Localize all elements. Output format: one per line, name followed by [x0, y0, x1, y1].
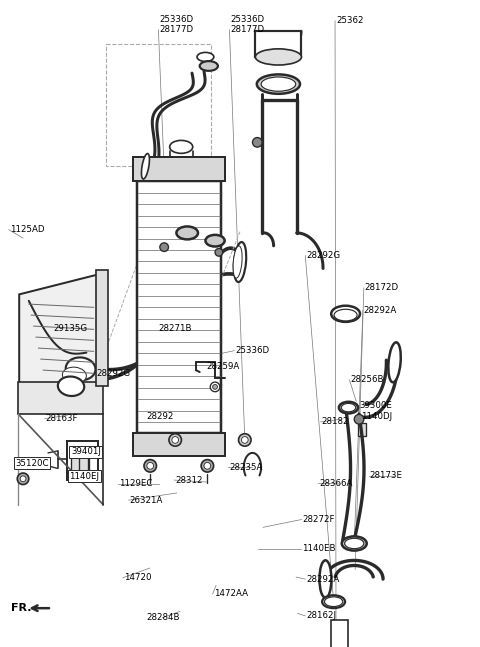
Bar	[255, 31, 301, 57]
Text: 1140EJ: 1140EJ	[69, 472, 99, 481]
Text: 1140EJ: 1140EJ	[69, 472, 99, 481]
Text: 35120C: 35120C	[15, 459, 49, 468]
Ellipse shape	[345, 538, 364, 549]
Circle shape	[213, 384, 217, 389]
Text: 1140EB: 1140EB	[302, 544, 336, 553]
Text: 28312: 28312	[175, 476, 203, 485]
Text: 25336D: 25336D	[235, 346, 269, 355]
Ellipse shape	[233, 246, 242, 278]
Bar	[137, 181, 221, 433]
Ellipse shape	[334, 309, 357, 321]
Ellipse shape	[197, 52, 214, 61]
Bar	[133, 433, 225, 456]
Ellipse shape	[342, 536, 367, 551]
Text: 26321A: 26321A	[130, 496, 163, 505]
Circle shape	[241, 437, 248, 443]
Polygon shape	[19, 275, 103, 401]
Ellipse shape	[205, 235, 225, 247]
Ellipse shape	[320, 560, 331, 598]
Text: FR.: FR.	[11, 603, 31, 613]
Circle shape	[239, 433, 251, 446]
Text: 14720: 14720	[124, 573, 151, 582]
Text: 25336D: 25336D	[159, 15, 193, 24]
Text: 28172D: 28172D	[365, 283, 399, 292]
Text: 28182: 28182	[322, 417, 349, 426]
Ellipse shape	[261, 77, 296, 91]
Circle shape	[172, 437, 179, 443]
Text: 28292A: 28292A	[306, 575, 339, 584]
Ellipse shape	[331, 306, 360, 322]
Text: 39401J: 39401J	[71, 447, 101, 456]
Text: 28256B: 28256B	[350, 375, 384, 384]
Ellipse shape	[322, 595, 345, 608]
Circle shape	[201, 459, 214, 472]
Ellipse shape	[324, 597, 343, 607]
Text: 28259A: 28259A	[206, 362, 240, 371]
Bar	[96, 270, 108, 386]
Circle shape	[144, 459, 156, 472]
Circle shape	[169, 433, 181, 446]
Circle shape	[160, 243, 168, 252]
Text: 1125AD: 1125AD	[10, 225, 44, 234]
Ellipse shape	[388, 342, 401, 382]
Ellipse shape	[341, 404, 356, 412]
Bar	[331, 620, 348, 647]
Text: 28173E: 28173E	[370, 471, 403, 480]
Text: 28163F: 28163F	[46, 414, 78, 423]
Circle shape	[354, 415, 364, 424]
Ellipse shape	[257, 74, 300, 94]
Text: 28177D: 28177D	[159, 25, 193, 34]
Ellipse shape	[66, 357, 96, 380]
Text: 1140DJ: 1140DJ	[361, 411, 392, 421]
Bar	[71, 453, 80, 472]
Circle shape	[147, 463, 154, 469]
Circle shape	[252, 138, 262, 147]
Bar	[106, 44, 211, 166]
Polygon shape	[18, 382, 103, 414]
Text: 25362: 25362	[336, 16, 363, 25]
Text: 1129EC: 1129EC	[119, 479, 153, 488]
Text: 29135G: 29135G	[54, 324, 88, 333]
Ellipse shape	[200, 61, 218, 71]
Text: 35120C: 35120C	[15, 459, 49, 468]
Bar	[133, 157, 225, 181]
Text: 28292G: 28292G	[306, 251, 340, 260]
Text: 28235A: 28235A	[229, 463, 263, 472]
Bar	[358, 423, 366, 436]
Text: 39300E: 39300E	[359, 400, 392, 410]
Text: 28292A: 28292A	[364, 306, 397, 315]
Bar	[79, 454, 88, 471]
Bar	[67, 441, 98, 480]
Text: 1472AA: 1472AA	[214, 589, 248, 598]
Ellipse shape	[234, 242, 246, 282]
Text: 28284B: 28284B	[146, 613, 180, 622]
Ellipse shape	[58, 377, 84, 396]
Circle shape	[215, 248, 223, 256]
Circle shape	[210, 382, 220, 391]
Text: 28292G: 28292G	[96, 369, 130, 378]
Ellipse shape	[339, 402, 358, 413]
Text: 28292: 28292	[146, 411, 174, 421]
Ellipse shape	[255, 49, 301, 65]
Text: 28272F: 28272F	[302, 515, 335, 524]
Ellipse shape	[169, 140, 192, 153]
Ellipse shape	[177, 226, 198, 239]
Text: 28162J: 28162J	[306, 611, 336, 620]
Circle shape	[20, 476, 26, 481]
Text: 39401J: 39401J	[71, 447, 101, 456]
Circle shape	[17, 473, 29, 485]
Ellipse shape	[62, 367, 86, 384]
Text: 25336D: 25336D	[230, 15, 264, 24]
Ellipse shape	[142, 153, 149, 179]
Circle shape	[204, 463, 211, 469]
Text: 28271B: 28271B	[158, 324, 192, 333]
Text: 28177D: 28177D	[230, 25, 264, 34]
Text: 28366A: 28366A	[319, 479, 353, 488]
